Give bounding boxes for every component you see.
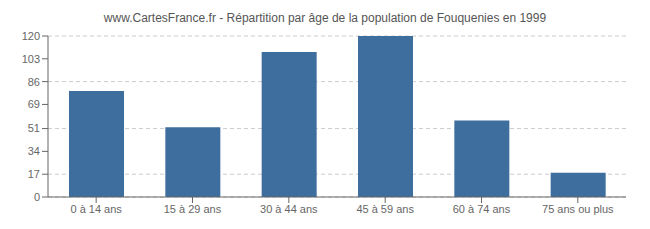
svg-text:86: 86 [28,76,40,88]
svg-text:34: 34 [28,145,40,157]
svg-text:0: 0 [34,191,40,203]
svg-text:69: 69 [28,98,40,110]
html-text:www.CartesFrance.fr - Répartit: www.CartesFrance.fr - Répartition par âg… [103,11,547,25]
svg-text:60 à 74 ans: 60 à 74 ans [453,203,511,215]
svg-text:75 ans ou plus: 75 ans ou plus [542,203,614,215]
svg-text:17: 17 [28,168,40,180]
svg-text:120: 120 [22,30,40,42]
svg-text:51: 51 [28,122,40,134]
svg-text:45 à 59 ans: 45 à 59 ans [356,203,414,215]
svg-text:30 à 44 ans: 30 à 44 ans [260,203,318,215]
svg-text:15 à 29 ans: 15 à 29 ans [164,203,222,215]
svg-text:0 à 14 ans: 0 à 14 ans [70,203,122,215]
svg-text:103: 103 [22,53,40,65]
